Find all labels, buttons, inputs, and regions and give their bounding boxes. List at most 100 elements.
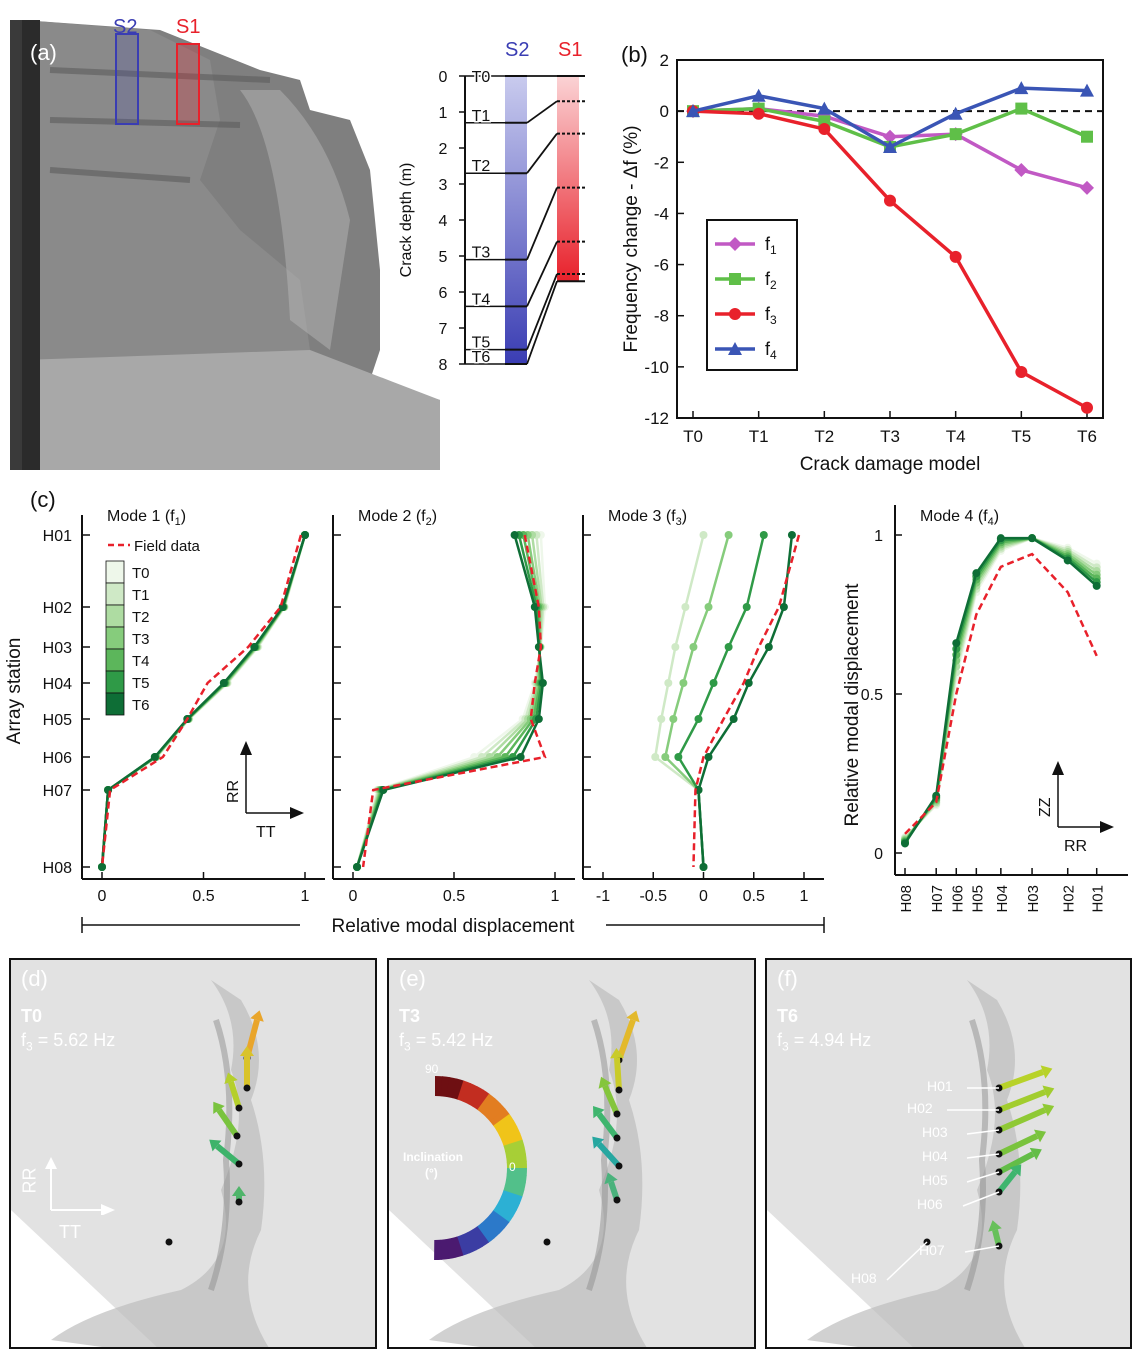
legend-model-swatch [105,560,125,584]
legend-model-swatch [105,582,125,606]
curve-point [353,863,362,871]
mode-shape-charts: (c)Array stationH01H02H03H04H05H06H07H08… [4,487,1128,937]
x-tick-label: 1 [800,888,809,905]
station-label: H03 [43,640,72,657]
curve-line [663,534,730,868]
freq-value: = 4.94 Hz [788,1030,872,1050]
station-dot [235,1198,243,1206]
colorbar-segment [451,1236,464,1258]
curve-point [250,643,259,651]
displacement-arrow [614,1057,622,1091]
data-point [1014,81,1029,95]
displacement-arrow [616,1019,636,1061]
colorbar-segment [440,1076,451,1098]
data-point [729,308,741,320]
model-curve [353,531,546,871]
mode-title-close: ) [181,508,186,525]
mode4-y-tick-label: 0 [874,846,883,863]
mode4-point [996,534,1005,543]
colorbar-segment [501,1190,523,1205]
displacement-arrow-head [593,1106,605,1119]
mode4-x-tick-label: H02 [1061,885,1078,913]
y-tick-label: -10 [644,358,669,377]
axis-rr-label: RR [19,1167,40,1194]
curve-line [355,534,542,868]
leader-line [966,1129,1000,1135]
depth-tick-label: 7 [439,321,448,338]
crack-connector [526,280,558,365]
curve-point [699,531,708,539]
colorbar-segment [462,1083,478,1105]
crack-connector [526,187,558,260]
model-curve [98,531,309,871]
colorbar-segment [456,1234,471,1256]
data-point [883,129,897,144]
arrow-up-head [240,741,252,755]
displacement-arrow-head [592,1136,605,1149]
panel-d-model: T0 [21,1006,43,1026]
arch-render [10,20,450,470]
depth-tick-label: 2 [439,141,448,158]
data-point [949,250,962,263]
model-label: T3 [472,245,491,262]
mode-arrows-e [543,1010,640,1246]
field-data-line [361,534,547,868]
crack-connector [526,133,558,174]
curve-point [779,603,788,611]
mode-title-sub: 1 [175,516,181,528]
curve-point [534,715,543,723]
station-label-h01: H01 [927,1078,953,1094]
y-tick-label: -12 [644,409,669,428]
station-label-h03: H03 [922,1124,948,1140]
station-dot [235,1160,243,1168]
mode4-y-tick-label: 1 [874,528,883,545]
panel-c-label: (c) [30,487,56,512]
model-curve [674,531,768,871]
colorbar-segment [434,1239,443,1260]
model-label: T1 [472,108,491,125]
mode4-curve-line [903,536,1098,845]
colorbar-segment [498,1195,520,1211]
data-point [1014,162,1029,177]
model-label: T6 [472,349,491,366]
curve-point [150,753,159,761]
displacement-arrow-head [988,1220,1002,1232]
s1-label: S1 [176,16,201,38]
mode4-point [901,839,909,848]
data-point [1081,130,1093,143]
data-point [728,237,742,251]
mode4-x-tick-label: H04 [994,885,1011,913]
depth-tick-label: 4 [439,213,448,230]
mode4-arrow-right-head [1100,821,1114,833]
colorbar-segment [461,1232,477,1254]
colorbar-segment [489,1108,510,1127]
panel-f-freq: f3 = 4.94 Hz [777,1030,871,1054]
mode4-point [1092,581,1101,590]
freq-value: = 5.42 Hz [410,1030,494,1050]
displacement-arrow [215,1143,241,1167]
displacement-arrow-head [598,1076,612,1089]
displacement-arrow [997,1133,1039,1157]
curve-line [355,534,543,868]
x-tick-label: 0 [699,888,708,905]
mode4-curve [901,534,1101,845]
x-axis-title: Crack damage model [800,454,981,475]
colorbar-segment [481,1218,501,1239]
model-label: T4 [472,291,491,308]
leader-line [966,1171,1000,1183]
panel-e: (e) T3 f3 = 5.42 Hz 90 Inclination (°) 0… [387,958,756,1349]
x-tick-label: 1 [301,888,310,905]
panel-f: (f) T6 f3 = 4.94 Hz H01 H02 H03 H04 H05 … [765,958,1132,1349]
leader-line [886,1241,928,1281]
legend-sub: 1 [770,243,777,257]
model-curve [98,531,309,871]
legend-model-swatch [105,648,125,672]
curve-point [674,753,683,761]
freq-prefix: f [777,1030,783,1050]
s2-depth-bar [505,76,527,364]
displacement-arrow-head [1042,1103,1055,1117]
s2-box [115,33,139,125]
curve-point [516,753,525,761]
panel-d-freq: f3 = 5.62 Hz [21,1030,115,1054]
mode-title-sub: 3 [676,516,682,528]
